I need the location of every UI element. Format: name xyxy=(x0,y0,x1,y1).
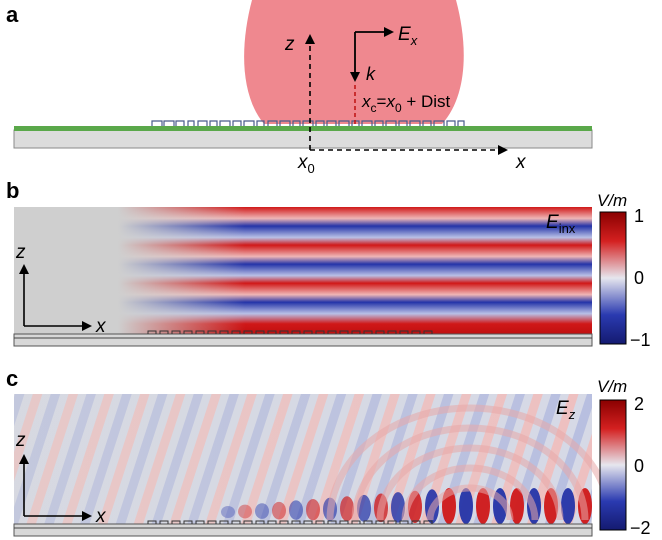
axis-z-label-a: z xyxy=(284,34,295,55)
panel-label-b: b xyxy=(6,178,19,203)
colorbar-c xyxy=(599,399,627,531)
near-field-lobe xyxy=(476,488,490,524)
axis-x-label-c: x xyxy=(95,506,107,527)
colorbar-min-c: −2 xyxy=(630,518,651,538)
substrate-b xyxy=(13,333,593,347)
wavefront-arc xyxy=(351,424,589,521)
wavefront-arc xyxy=(326,404,614,521)
colorbar-max-b: 1 xyxy=(634,206,644,226)
field-label-c: Ez xyxy=(556,398,576,422)
grating-c xyxy=(147,520,433,524)
grating xyxy=(151,120,465,126)
axis-z-label-c: z xyxy=(15,430,26,451)
green-layer xyxy=(14,126,592,131)
wavefront-arc xyxy=(401,464,539,521)
near-field-lobe xyxy=(221,506,235,518)
field-map-b-fade xyxy=(14,207,592,334)
panel-a: a z x x0 Ex k xc=x0 + Dist xyxy=(6,0,593,176)
colorbar-unit-b: V/m xyxy=(597,191,627,210)
k-label: k xyxy=(366,64,376,84)
colorbar-min-b: −1 xyxy=(630,330,651,350)
axis-x-label-b: x xyxy=(95,316,107,337)
x0-label: x0 xyxy=(297,152,315,176)
panel-b: b z x Einx V/m 1 0 −1 xyxy=(6,178,651,350)
grating-b xyxy=(147,330,433,334)
near-field-lobe xyxy=(510,488,524,524)
near-field-lobe xyxy=(391,492,405,523)
substrate-c xyxy=(13,523,593,537)
wavefront-arc xyxy=(426,484,514,521)
substrate xyxy=(13,129,593,149)
colorbar-mid-c: 0 xyxy=(634,456,644,476)
colorbar-unit-c: V/m xyxy=(597,377,627,396)
incident-beam xyxy=(244,0,464,124)
panel-label-c: c xyxy=(6,366,18,391)
ex-label: Ex xyxy=(398,24,418,48)
near-field-lobes xyxy=(221,404,614,524)
axis-z-label-b: z xyxy=(15,242,26,263)
axis-x-label-a: x xyxy=(515,152,527,173)
near-field-lobe xyxy=(459,488,473,524)
panel-label-a: a xyxy=(6,2,19,27)
colorbar-mid-b: 0 xyxy=(634,268,644,288)
wavefront-arc xyxy=(376,444,564,521)
near-field-lobe xyxy=(561,488,575,524)
near-field-lobe xyxy=(255,503,269,519)
colorbar-max-c: 2 xyxy=(634,394,644,414)
near-field-lobe xyxy=(272,501,286,520)
field-label-b: Einx xyxy=(546,212,576,236)
near-field-lobe xyxy=(340,496,354,522)
near-field-lobe xyxy=(306,499,320,521)
colorbar-b xyxy=(599,211,627,345)
xc-equation: xc=x0 + Dist xyxy=(361,92,451,115)
near-field-lobe xyxy=(238,504,252,519)
near-field-lobe xyxy=(289,500,303,520)
panel-c: c z x Ez V/m 2 0 −2 xyxy=(6,366,651,538)
